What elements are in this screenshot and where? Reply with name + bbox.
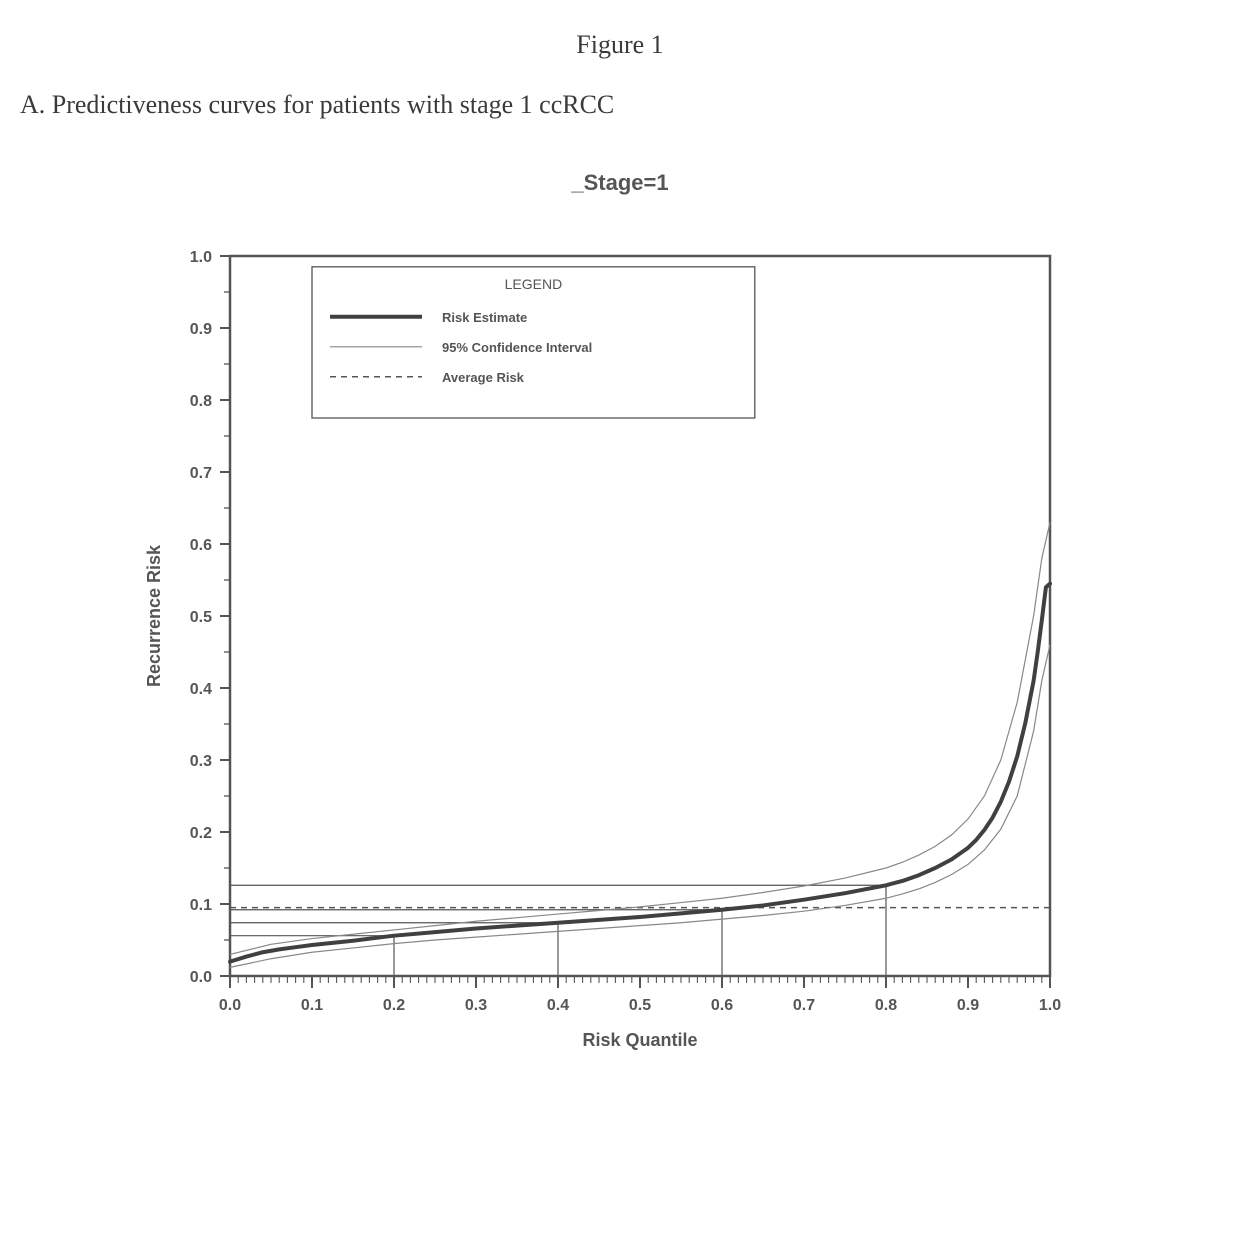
svg-text:Risk Quantile: Risk Quantile bbox=[582, 1030, 697, 1050]
svg-text:0.6: 0.6 bbox=[190, 537, 212, 554]
svg-text:0.3: 0.3 bbox=[190, 753, 212, 770]
svg-text:0.9: 0.9 bbox=[190, 321, 212, 338]
svg-text:0.4: 0.4 bbox=[547, 997, 569, 1014]
svg-text:1.0: 1.0 bbox=[190, 249, 212, 266]
svg-text:0.6: 0.6 bbox=[711, 997, 733, 1014]
svg-text:Average Risk: Average Risk bbox=[442, 370, 525, 385]
svg-text:0.5: 0.5 bbox=[629, 997, 651, 1014]
figure-label: Figure 1 bbox=[20, 30, 1220, 60]
predictiveness-chart: 0.0 0.1 0.2 0.3 0.4 0.5 0.6 0.7 0.8 0.9 1.0 0.0 0.1 0… bbox=[110, 226, 1130, 1076]
svg-text:0.1: 0.1 bbox=[190, 897, 212, 914]
svg-text:0.8: 0.8 bbox=[190, 393, 212, 410]
svg-text:Risk Estimate: Risk Estimate bbox=[442, 310, 527, 325]
svg-text:0.7: 0.7 bbox=[190, 465, 212, 482]
svg-text:0.7: 0.7 bbox=[793, 997, 815, 1014]
svg-text:0.0: 0.0 bbox=[190, 969, 212, 986]
svg-text:0.1: 0.1 bbox=[301, 997, 323, 1014]
svg-text:0.9: 0.9 bbox=[957, 997, 979, 1014]
svg-text:0.4: 0.4 bbox=[190, 681, 212, 698]
chart-svg: 0.0 0.1 0.2 0.3 0.4 0.5 0.6 0.7 0.8 0.9 1.0 0.0 0.1 0… bbox=[110, 226, 1090, 1076]
svg-text:0.8: 0.8 bbox=[875, 997, 897, 1014]
svg-text:Recurrence Risk: Recurrence Risk bbox=[144, 544, 164, 687]
svg-text:0.0: 0.0 bbox=[219, 997, 241, 1014]
section-label: A. Predictiveness curves for patients wi… bbox=[20, 90, 1220, 120]
svg-text:1.0: 1.0 bbox=[1039, 997, 1061, 1014]
svg-text:95% Confidence Interval: 95% Confidence Interval bbox=[442, 340, 592, 355]
svg-text:0.2: 0.2 bbox=[383, 997, 405, 1014]
svg-text:0.5: 0.5 bbox=[190, 609, 212, 626]
svg-text:0.2: 0.2 bbox=[190, 825, 212, 842]
svg-text:0.3: 0.3 bbox=[465, 997, 487, 1014]
chart-title: _Stage=1 bbox=[20, 170, 1220, 196]
svg-text:LEGEND: LEGEND bbox=[505, 276, 563, 292]
